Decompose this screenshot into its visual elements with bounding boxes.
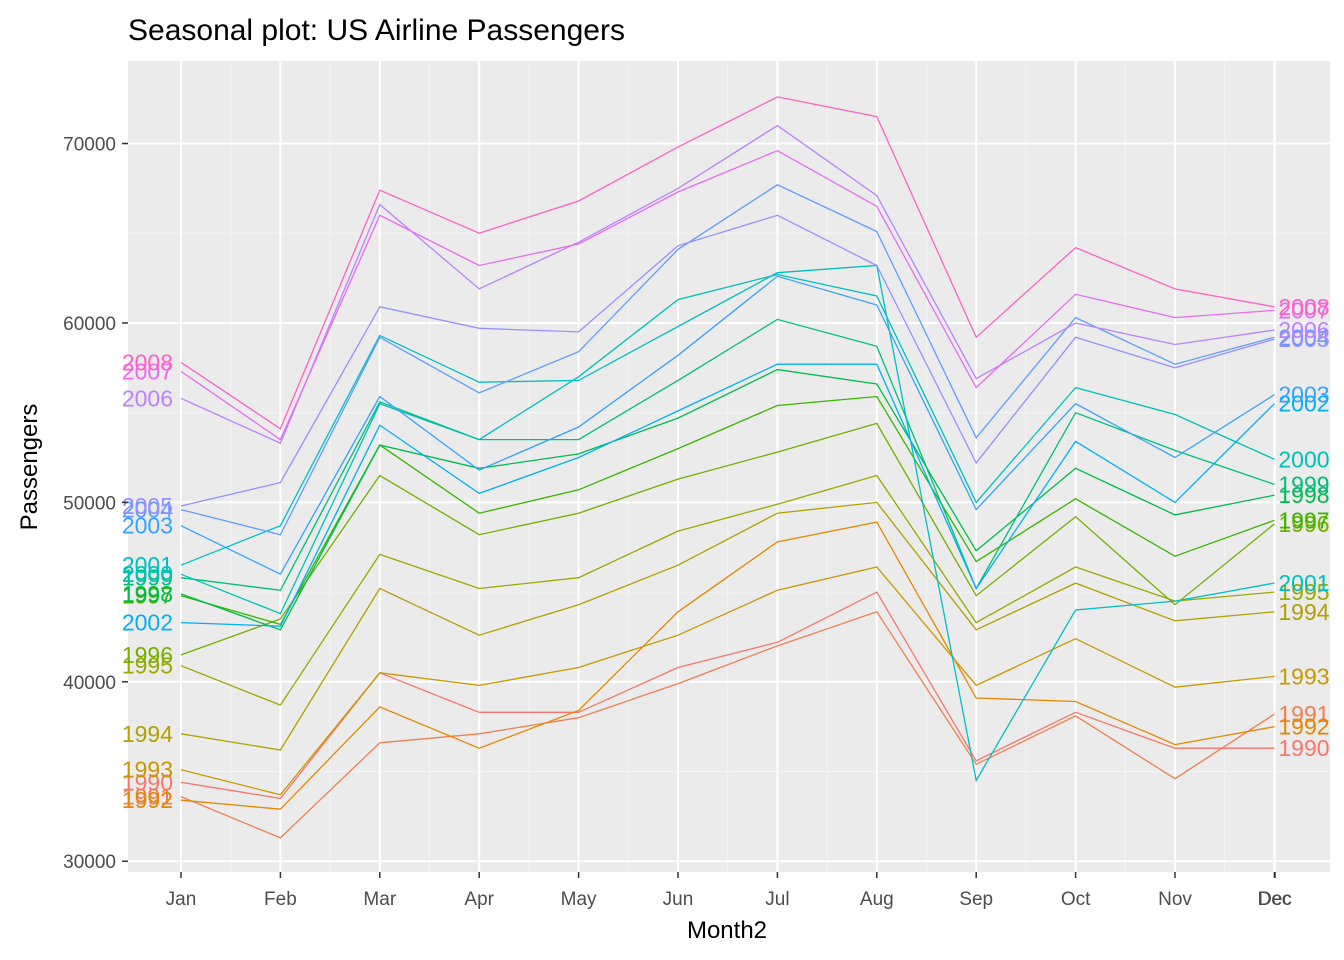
series-label-right: 2006 xyxy=(1278,317,1329,343)
y-axis-title: Passengers xyxy=(16,404,43,531)
x-tick-label: May xyxy=(561,889,597,910)
series-label-left: 2003 xyxy=(122,513,173,539)
series-label-left: 2006 xyxy=(122,385,173,411)
series-label-right: 1996 xyxy=(1278,511,1329,537)
series-label-left: 1995 xyxy=(122,653,173,679)
series-label-right: 2005 xyxy=(1278,326,1329,352)
x-tick-label: Mar xyxy=(363,889,396,910)
series-label-left: 2007 xyxy=(122,358,173,384)
series-label-left: 2001 xyxy=(122,552,173,578)
series-labels: 1990199019911991199219921993199319941994… xyxy=(122,294,1330,813)
series-label-right: 2002 xyxy=(1278,391,1329,417)
series-label-left: 1998 xyxy=(122,581,173,607)
series-label-right: 1993 xyxy=(1278,663,1329,689)
series-line-1998 xyxy=(180,368,1275,631)
series-label-right: 2007 xyxy=(1278,297,1329,323)
series-label-right: 1994 xyxy=(1278,599,1329,625)
series-lines xyxy=(180,96,1275,839)
y-tick-label: 50000 xyxy=(63,493,116,514)
major-gridlines xyxy=(128,61,1330,872)
series-line-2005 xyxy=(180,214,1275,507)
x-tick-label: Aug xyxy=(860,889,894,910)
series-line-1995 xyxy=(180,474,1275,706)
series-label-right: 2000 xyxy=(1278,446,1329,472)
axes: Jan Feb Mar Apr May Jun Jul Aug Sep Oct Nov DecDec3… xyxy=(63,135,1292,910)
series-label-right: 1997 xyxy=(1278,507,1329,533)
x-tick-label: Jan xyxy=(166,889,197,910)
series-label-right: 1999 xyxy=(1278,471,1329,497)
series-line-2006 xyxy=(180,124,1275,445)
series-line-1999 xyxy=(180,318,1275,592)
series-label-right: 1991 xyxy=(1278,701,1329,727)
series-line-2007 xyxy=(180,149,1275,441)
series-label-left: 1999 xyxy=(122,565,173,591)
y-tick-label: 70000 xyxy=(63,135,116,156)
series-line-2004 xyxy=(180,184,1275,536)
series-label-right: 2003 xyxy=(1278,382,1329,408)
series-line-1993 xyxy=(180,566,1275,796)
series-label-left: 1990 xyxy=(122,769,173,795)
x-tick-label: Nov xyxy=(1158,889,1192,910)
chart-title: Seasonal plot: US Airline Passengers xyxy=(128,14,625,47)
series-label-left: 2002 xyxy=(122,610,173,636)
plot-panel xyxy=(128,61,1330,872)
minor-gridlines xyxy=(128,61,1330,872)
series-line-1994 xyxy=(180,501,1275,751)
series-label-left: 2008 xyxy=(122,349,173,375)
x-tick-label: Jul xyxy=(765,889,789,910)
series-label-right: 2004 xyxy=(1278,324,1329,350)
series-label-left: 2005 xyxy=(122,493,173,519)
series-line-2000 xyxy=(180,273,1275,615)
x-axis-title: Month2 xyxy=(687,917,767,944)
series-line-2001 xyxy=(180,264,1275,783)
x-tick-label: Feb xyxy=(264,889,297,910)
y-tick-label: 30000 xyxy=(63,852,116,873)
series-label-left: 1996 xyxy=(122,642,173,668)
series-label-left: 1993 xyxy=(122,757,173,783)
x-tick-label: Dec xyxy=(1258,889,1292,910)
series-label-right: 1990 xyxy=(1278,735,1329,761)
series-line-1996 xyxy=(180,422,1275,656)
y-tick-label: 40000 xyxy=(63,673,116,694)
x-tick-label: Oct xyxy=(1061,889,1091,910)
series-label-left: 1997 xyxy=(122,583,173,609)
series-label-left: 1992 xyxy=(122,787,173,813)
x-tick-label: Jun xyxy=(663,889,694,910)
x-tick-label: Sep xyxy=(959,889,993,910)
series-label-left: 1991 xyxy=(122,784,173,810)
series-label-right: 1998 xyxy=(1278,482,1329,508)
series-line-1992 xyxy=(180,521,1275,810)
series-line-2003 xyxy=(180,275,1275,576)
x-tick-label: Dec xyxy=(1258,889,1292,910)
series-label-left: 2004 xyxy=(122,497,173,523)
x-tick-label: Apr xyxy=(464,889,494,910)
series-line-2008 xyxy=(180,96,1275,430)
series-label-left: 2000 xyxy=(122,561,173,587)
series-label-right: 2008 xyxy=(1278,294,1329,320)
y-tick-label: 60000 xyxy=(63,314,116,335)
series-label-right: 1995 xyxy=(1278,579,1329,605)
series-label-right: 2001 xyxy=(1278,570,1329,596)
series-label-left: 1994 xyxy=(122,721,173,747)
series-label-right: 1992 xyxy=(1278,714,1329,740)
series-line-2002 xyxy=(180,363,1275,627)
series-line-1991 xyxy=(180,611,1275,839)
